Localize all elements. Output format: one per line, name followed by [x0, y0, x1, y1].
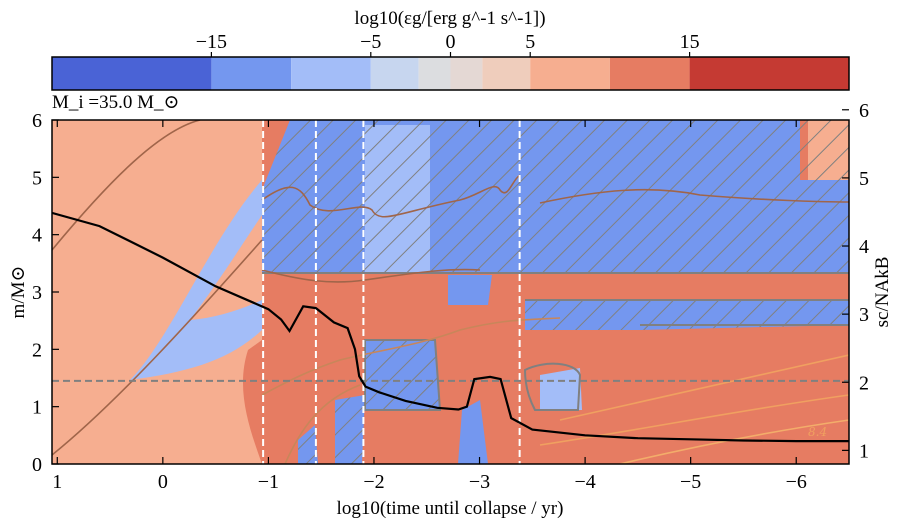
- contour-5: [261, 268, 481, 283]
- x-tick-label: 1: [52, 471, 62, 493]
- x-tick-label: −6: [786, 471, 807, 493]
- x-tick-label: −2: [363, 471, 384, 493]
- y-left-tick-label: 4: [32, 225, 42, 247]
- y-axis-left-label: m/M⊙: [8, 266, 29, 319]
- x-tick-label: −3: [469, 471, 490, 493]
- colorbar-bin: [482, 57, 531, 90]
- y-left-tick-label: 2: [32, 339, 42, 361]
- y-left-tick-label: 3: [32, 282, 42, 304]
- series-central-entropy: [52, 211, 849, 443]
- colorbar-tick-label: 15: [680, 31, 700, 53]
- contour-6: [261, 317, 561, 396]
- y-left-tick-label: 6: [32, 110, 42, 132]
- colorbar-tick-label: −15: [196, 31, 227, 53]
- y-right-tick-label: 1: [859, 440, 869, 462]
- colorbar-tick-label: 0: [446, 31, 456, 53]
- y-axis-left-ticks: 0 1 2 3 4 5 6: [32, 110, 59, 476]
- colorbar-bin: [370, 57, 419, 90]
- y-right-tick-label: 6: [859, 100, 869, 122]
- colorbar-bin: [418, 57, 451, 90]
- panel-label: M_i =35.0 M_⊙: [52, 92, 179, 113]
- colorbar-bin: [211, 57, 292, 90]
- colorbar-bin: [450, 57, 483, 90]
- colorbar-tick-label: 5: [525, 31, 535, 53]
- y-left-tick-label: 5: [32, 167, 42, 189]
- colorbar-ticks: −15 −5 0 5 15: [196, 31, 700, 57]
- hatch-foot-b: [335, 395, 365, 464]
- hatch-top: [262, 120, 849, 273]
- colorbar: [52, 57, 849, 90]
- x-tick-label: −5: [680, 471, 701, 493]
- y-left-tick-label: 0: [32, 454, 42, 476]
- contour-7: [284, 384, 361, 464]
- contour-3: [261, 174, 521, 218]
- y-right-tick-label: 2: [859, 372, 869, 394]
- colorbar-tick-label: −5: [360, 31, 381, 53]
- region-small-shell: [448, 275, 492, 305]
- plot-area: 8.4: [52, 120, 849, 464]
- hatch-mid: [525, 300, 849, 330]
- region-foot-c: [458, 400, 488, 464]
- y-left-tick-label: 1: [32, 397, 42, 419]
- vertical-lines: [262, 120, 521, 464]
- region-cool-tongue: [130, 180, 262, 380]
- region-blob: [540, 368, 582, 410]
- hatch-foot-a: [298, 425, 318, 464]
- colorbar-label: log10(εg/[erg g^-1 s^-1]): [354, 8, 545, 29]
- boundary-lines: [262, 272, 849, 411]
- contour-label: 8.4: [808, 425, 827, 439]
- contour-2: [52, 239, 263, 456]
- colorbar-bin: [52, 57, 212, 90]
- contour-1: [52, 120, 201, 251]
- contour-10: [619, 419, 849, 464]
- contour-9: [539, 394, 849, 446]
- x-tick-label: −4: [574, 471, 595, 493]
- y-right-tick-label: 4: [859, 236, 869, 258]
- boundary-blob: [523, 362, 582, 411]
- colorbar-bin: [291, 57, 371, 90]
- x-tick-label: 0: [158, 471, 168, 493]
- region-inner-tongue: [190, 215, 262, 320]
- x-tick-label: −1: [258, 471, 279, 493]
- x-axis-ticks: 1 0 −1 −2 −3 −4 −5 −6: [52, 120, 807, 493]
- y-axis-right-ticks: 1 2 3 4 5 6: [842, 100, 869, 462]
- x-axis-label: log10(time until collapse / yr): [337, 498, 564, 519]
- hatch-core: [365, 340, 440, 410]
- colorbar-bin: [530, 57, 610, 90]
- y-right-tick-label: 5: [859, 168, 869, 190]
- y-right-tick-label: 3: [859, 304, 869, 326]
- contour-8: [559, 354, 849, 421]
- colorbar-bin: [609, 57, 690, 90]
- region-edge: [242, 340, 262, 464]
- y-axis-right-label: sc/NAkB: [872, 257, 893, 328]
- contour-4: [539, 188, 849, 204]
- colorbar-bin: [689, 57, 849, 90]
